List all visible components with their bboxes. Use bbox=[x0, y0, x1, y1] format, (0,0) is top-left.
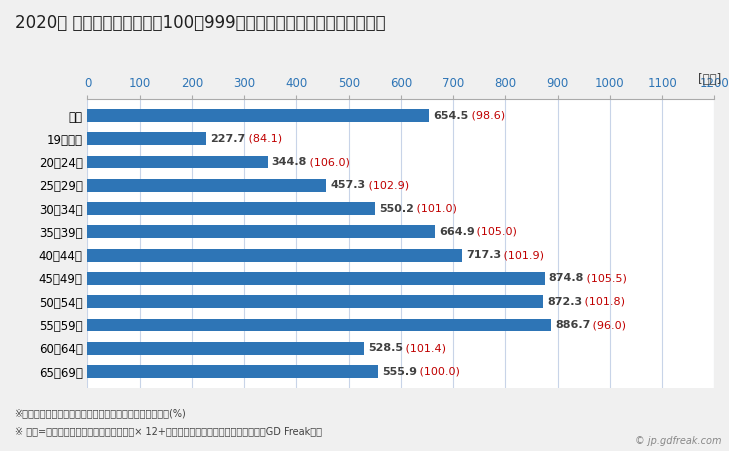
Bar bbox=[87, 133, 206, 145]
Text: 528.5: 528.5 bbox=[367, 343, 403, 353]
Text: 874.8: 874.8 bbox=[549, 273, 584, 284]
Text: 550.2: 550.2 bbox=[379, 203, 414, 214]
Text: 344.8: 344.8 bbox=[272, 157, 307, 167]
Text: [万円]: [万円] bbox=[698, 73, 722, 86]
Bar bbox=[87, 342, 364, 354]
Bar bbox=[87, 295, 543, 308]
Text: (101.9): (101.9) bbox=[500, 250, 545, 260]
Bar bbox=[87, 202, 375, 215]
Text: ※ 年収=「きまって支給する現金給与額」× 12+「年間賞与その他特別給与額」としてGD Freak推計: ※ 年収=「きまって支給する現金給与額」× 12+「年間賞与その他特別給与額」と… bbox=[15, 426, 321, 436]
Text: 457.3: 457.3 bbox=[330, 180, 366, 190]
Bar bbox=[87, 179, 327, 192]
Text: 717.3: 717.3 bbox=[467, 250, 502, 260]
Text: (106.0): (106.0) bbox=[305, 157, 350, 167]
Text: (96.0): (96.0) bbox=[589, 320, 626, 330]
Text: 2020年 民間企業（従業者数100〜999人）フルタイム労働者の平均年収: 2020年 民間企業（従業者数100〜999人）フルタイム労働者の平均年収 bbox=[15, 14, 385, 32]
Text: (100.0): (100.0) bbox=[416, 367, 460, 377]
Text: 664.9: 664.9 bbox=[439, 227, 475, 237]
Text: (98.6): (98.6) bbox=[467, 110, 504, 120]
Bar bbox=[87, 365, 378, 378]
Text: 555.9: 555.9 bbox=[382, 367, 417, 377]
Text: 872.3: 872.3 bbox=[547, 297, 582, 307]
Text: (101.8): (101.8) bbox=[581, 297, 625, 307]
Text: (101.0): (101.0) bbox=[413, 203, 457, 214]
Text: (84.1): (84.1) bbox=[245, 134, 281, 144]
Text: (102.9): (102.9) bbox=[364, 180, 409, 190]
Text: 227.7: 227.7 bbox=[211, 134, 246, 144]
Bar bbox=[87, 109, 429, 122]
Text: 654.5: 654.5 bbox=[434, 110, 469, 120]
Bar bbox=[87, 272, 545, 285]
Bar bbox=[87, 249, 462, 262]
Text: 886.7: 886.7 bbox=[555, 320, 590, 330]
Text: (101.4): (101.4) bbox=[402, 343, 445, 353]
Bar bbox=[87, 226, 435, 238]
Text: ※（）内は域内の同業種・同年齢層の平均所得に対する比(%): ※（）内は域内の同業種・同年齢層の平均所得に対する比(%) bbox=[15, 408, 187, 418]
Bar bbox=[87, 156, 268, 169]
Text: (105.0): (105.0) bbox=[473, 227, 517, 237]
Bar bbox=[87, 318, 550, 331]
Text: (105.5): (105.5) bbox=[582, 273, 626, 284]
Text: © jp.gdfreak.com: © jp.gdfreak.com bbox=[635, 437, 722, 446]
